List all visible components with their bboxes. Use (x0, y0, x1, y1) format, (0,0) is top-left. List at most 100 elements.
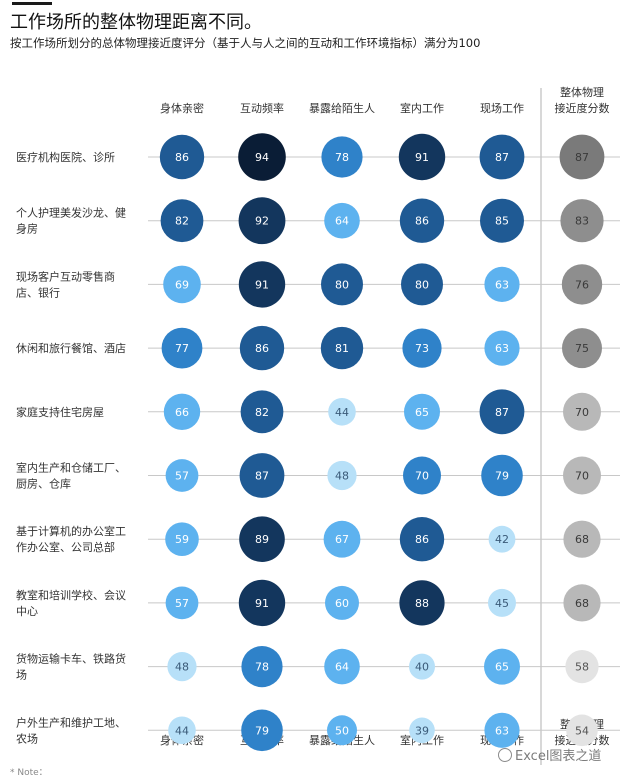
bubble-label-r0-c0: 86 (175, 151, 189, 164)
bubble-label-r2-c5: 76 (575, 278, 589, 291)
bubble-r7-c4 (488, 588, 516, 617)
column-header-top-4: 现场工作 (480, 101, 524, 115)
bubble-label-r0-c3: 91 (415, 151, 429, 164)
bubble-label-r0-c2: 78 (335, 151, 349, 164)
bubble-r0-c2 (321, 136, 363, 178)
bubble-r8-c1 (241, 646, 283, 688)
bubble-r8-c2 (324, 648, 360, 685)
bubble-r1-c1 (238, 197, 286, 245)
chart-subtitle: 按工作场所划分的总体物理接近度评分（基于人与人之间的互动和工作环境指标）满分为1… (10, 36, 481, 50)
column-header-top-1: 互动频率 (240, 101, 284, 115)
bubble-r9-c1 (241, 709, 283, 752)
title-accent-bar (12, 2, 52, 5)
column-header-top-2: 暴露给陌生人 (309, 101, 375, 115)
bubble-r0-c1 (238, 133, 286, 181)
row-label-4: 家庭支持住宅房屋 (16, 405, 104, 419)
watermark: Excel图表之道 (498, 745, 601, 764)
bubble-r9-c0 (168, 716, 196, 745)
bubble-r6-c5 (563, 520, 601, 558)
bubble-r4-c5 (563, 392, 601, 431)
row-label-6-line-1: 作办公室、公司总部 (16, 540, 115, 554)
bubble-r5-c4 (481, 454, 523, 497)
bubble-label-r2-c4: 63 (495, 278, 509, 291)
bubble-label-r2-c1: 91 (255, 278, 269, 291)
bubble-label-r6-c3: 86 (415, 533, 429, 546)
bubble-r1-c3 (399, 198, 445, 243)
bubble-r5-c0 (165, 459, 199, 492)
bubble-r5-c1 (239, 453, 285, 498)
bubble-r8-c0 (167, 652, 197, 682)
bubble-label-r3-c3: 73 (415, 342, 429, 355)
bubble-r7-c1 (238, 579, 286, 627)
bubble-r2-c3 (401, 263, 443, 306)
bubble-r8-c4 (484, 648, 520, 685)
bubble-r7-c3 (399, 580, 445, 626)
bubble-label-r9-c5: 54 (575, 724, 589, 737)
bubble-r3-c0 (161, 327, 203, 369)
bubble-r5-c5 (563, 456, 601, 495)
bubble-label-r6-c1: 89 (255, 533, 269, 546)
bubble-label-r8-c2: 64 (335, 661, 349, 674)
bubble-r1-c0 (160, 199, 204, 243)
bubble-label-r1-c4: 85 (495, 215, 509, 228)
bubble-label-r2-c2: 80 (335, 278, 349, 291)
bubble-label-r7-c5: 68 (575, 597, 589, 610)
row-label-5-line-0: 室内生产和仓储工厂、 (16, 461, 126, 475)
bubble-label-r4-c5: 70 (575, 406, 589, 419)
row-label-0: 医疗机构医院、诊所 (16, 150, 115, 164)
bubble-label-r0-c1: 94 (255, 151, 269, 164)
bubble-r1-c2 (324, 202, 360, 239)
bubble-label-r3-c4: 63 (495, 342, 509, 355)
row-label-3: 休闲和旅行餐馆、酒店 (16, 341, 126, 355)
bubble-r4-c3 (404, 393, 440, 430)
bubble-label-r7-c1: 91 (255, 597, 269, 610)
bubble-r8-c3 (409, 653, 435, 680)
row-label-9-line-1: 农场 (16, 731, 38, 745)
bubble-label-r0-c5: 87 (575, 151, 589, 164)
bubble-label-r1-c0: 82 (175, 215, 189, 228)
bubble-label-r3-c1: 86 (255, 342, 269, 355)
bubble-label-r3-c5: 75 (575, 342, 589, 355)
bubble-r9-c2 (327, 715, 357, 746)
bubble-label-r9-c3: 39 (415, 724, 429, 737)
bubble-label-r7-c4: 45 (495, 597, 509, 610)
bubble-r2-c5 (561, 264, 603, 305)
bubble-r2-c0 (163, 265, 201, 304)
bubble-label-r2-c0: 69 (175, 278, 189, 291)
bubble-label-r7-c2: 60 (335, 597, 349, 610)
bubble-label-r6-c2: 67 (335, 533, 349, 546)
row-label-7-line-0: 教室和培训学校、会议 (16, 588, 126, 602)
bubble-r4-c2 (328, 398, 356, 426)
column-header-top-5-line-1: 接近度分数 (555, 101, 610, 115)
bubble-r7-c5 (563, 584, 601, 622)
wechat-icon (498, 748, 512, 762)
bubble-r0-c5 (559, 134, 605, 180)
row-label-6-line-0: 基于计算机的办公室工 (16, 524, 126, 538)
bubble-label-r5-c5: 70 (575, 470, 589, 483)
bubble-label-r4-c0: 66 (175, 406, 189, 419)
bubble-r4-c4 (479, 389, 525, 435)
column-header-top-5-line-0: 整体物理 (560, 85, 604, 99)
bubble-r6-c2 (323, 520, 361, 558)
bubble-label-r5-c3: 70 (415, 470, 429, 483)
row-label-9-line-0: 户外生产和维护工地、 (16, 715, 126, 729)
bubble-r0-c0 (159, 134, 205, 180)
row-label-2-line-0: 现场客户互动零售商 (16, 269, 115, 283)
bubble-r3-c2 (320, 326, 364, 370)
bubble-label-r9-c4: 63 (495, 724, 509, 737)
bubble-r9-c3 (409, 717, 435, 744)
bubble-r2-c1 (238, 261, 286, 308)
row-label-8-line-0: 货物运输卡车、铁路货 (16, 652, 126, 666)
bubble-label-r8-c0: 48 (175, 661, 189, 674)
bubble-label-r4-c1: 82 (255, 406, 269, 419)
row-label-8-line-1: 场 (16, 668, 27, 682)
bubble-r1-c4 (480, 198, 524, 243)
row-label-2-line-1: 店、银行 (16, 285, 60, 299)
column-header-top-3: 室内工作 (400, 101, 444, 115)
bubble-r3-c1 (239, 325, 285, 371)
bubble-label-r8-c5: 58 (575, 661, 589, 674)
bubble-label-r9-c0: 44 (175, 724, 189, 737)
bubble-label-r4-c3: 65 (415, 406, 429, 419)
bubble-label-r8-c3: 40 (415, 661, 429, 674)
